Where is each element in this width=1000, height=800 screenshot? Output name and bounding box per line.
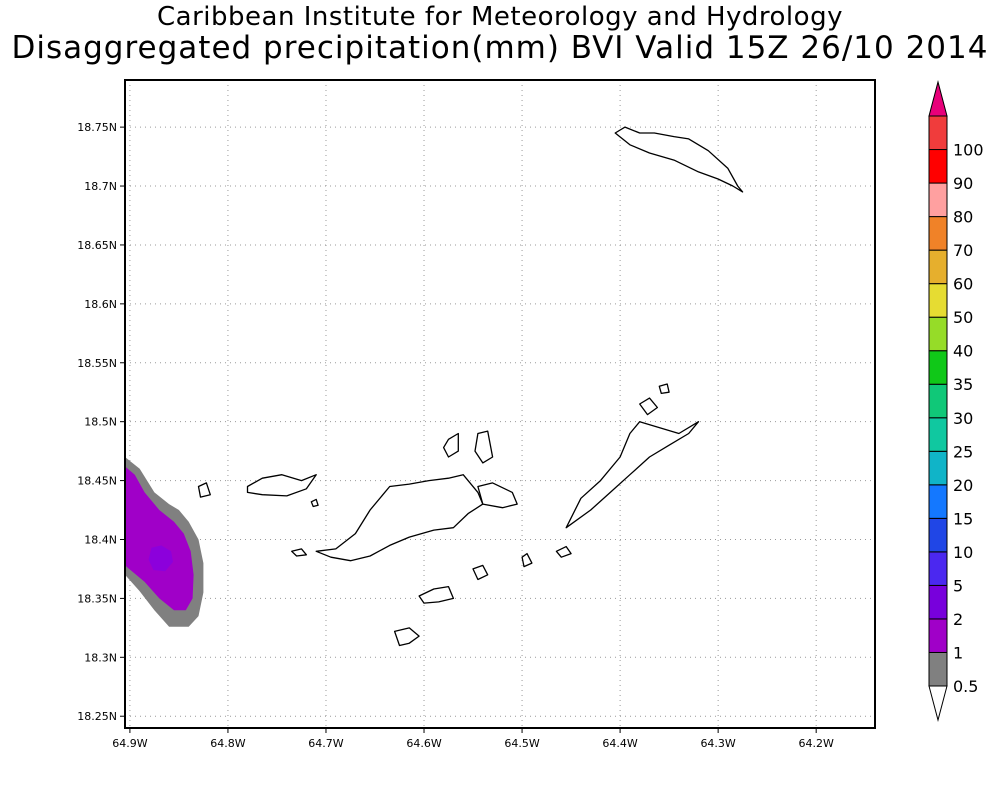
- colorbar-swatch: [928, 182, 948, 218]
- colorbar-swatch: [928, 383, 948, 419]
- island-outline: [565, 421, 700, 529]
- island-outline: [477, 482, 518, 509]
- colorbar-label: 5: [953, 576, 963, 595]
- colorbar-bottom-arrow: [928, 685, 948, 722]
- island-outline: [315, 474, 484, 562]
- title-line-2: Disaggregated precipitation(mm) BVI Vali…: [11, 30, 989, 66]
- island-outline: [639, 397, 659, 416]
- lat-tick-label: 18.4N: [84, 533, 117, 546]
- colorbar-label: 1: [953, 643, 963, 662]
- colorbar-swatch: [928, 517, 948, 553]
- lat-tick-label: 18.6N: [84, 298, 117, 311]
- map-frame: [124, 79, 876, 729]
- colorbar-swatch: [928, 618, 948, 653]
- lon-tick-label: 64.4W: [602, 737, 637, 750]
- island-outline: [246, 474, 317, 497]
- lon-tick-label: 64.8W: [210, 737, 245, 750]
- colorbar-label: 100: [953, 141, 984, 160]
- lon-tick-label: 64.3W: [700, 737, 735, 750]
- lat-tick-label: 18.35N: [77, 592, 117, 605]
- island-outline: [418, 585, 455, 604]
- lat-tick-label: 18.55N: [77, 357, 117, 370]
- colorbar-label: 70: [953, 241, 973, 260]
- title-line-1: Caribbean Institute for Meteorology and …: [157, 2, 843, 32]
- colorbar-swatch: [928, 551, 948, 586]
- map-grid: [125, 80, 875, 728]
- precip-area-1mm: [125, 466, 194, 611]
- colorbar-label: 80: [953, 208, 973, 227]
- colorbar-label: 50: [953, 308, 973, 327]
- colorbar-swatch: [928, 350, 948, 385]
- island-outline: [197, 482, 211, 498]
- colorbar-label: 15: [953, 509, 973, 528]
- colorbar-swatch: [928, 484, 948, 519]
- island-outline: [474, 430, 494, 464]
- island-outline: [555, 545, 572, 558]
- title-block: Caribbean Institute for Meteorology and …: [0, 2, 1000, 64]
- island-outline: [614, 126, 744, 193]
- colorbar-label: 30: [953, 409, 973, 428]
- colorbar-swatch: [928, 584, 948, 620]
- colorbar-label: 0.5: [953, 677, 978, 696]
- colorbar-swatch: [928, 450, 948, 486]
- island-outlines: [197, 126, 744, 647]
- colorbar-label: 60: [953, 275, 973, 294]
- lon-tick-label: 64.5W: [504, 737, 539, 750]
- lat-tick-label: 18.5N: [84, 416, 117, 429]
- colorbar-label: 10: [953, 543, 973, 562]
- lon-tick-label: 64.9W: [112, 737, 147, 750]
- colorbar-top-arrow: [928, 80, 948, 117]
- colorbar-label: 90: [953, 174, 973, 193]
- lat-tick-label: 18.45N: [77, 475, 117, 488]
- colorbar-swatch: [928, 115, 948, 151]
- colorbar-swatch: [928, 316, 948, 352]
- lat-tick-label: 18.7N: [84, 180, 117, 193]
- island-outline: [521, 552, 533, 568]
- colorbar-swatch: [928, 249, 948, 285]
- island-outline: [310, 498, 319, 508]
- colorbar-label: 2: [953, 610, 963, 629]
- island-outline: [472, 564, 489, 581]
- lon-tick-label: 64.6W: [406, 737, 441, 750]
- lat-tick-label: 18.75N: [77, 121, 117, 134]
- island-outline: [442, 432, 459, 458]
- island-outline: [393, 627, 420, 647]
- colorbar-label: 35: [953, 375, 973, 394]
- lat-tick-label: 18.65N: [77, 239, 117, 252]
- longitude-ticks: 64.9W 64.8W 64.7W 64.6W 64.5W 64.4W 64.3W 64.2W: [112, 728, 834, 750]
- precip-area-2mm: [148, 545, 173, 572]
- island-outline: [658, 383, 670, 395]
- island-outline: [291, 548, 308, 557]
- colorbar-swatch: [928, 216, 948, 251]
- precip-contours: [125, 457, 204, 627]
- lon-tick-label: 64.2W: [798, 737, 833, 750]
- colorbar-label: 40: [953, 342, 973, 361]
- lon-tick-label: 64.7W: [308, 737, 343, 750]
- lat-tick-label: 18.3N: [84, 651, 117, 664]
- colorbar-swatch: [928, 417, 948, 452]
- colorbar-label: 25: [953, 442, 973, 461]
- lat-tick-label: 18.25N: [77, 710, 117, 723]
- latitude-ticks: 18.25N 18.3N 18.35N 18.4N 18.45N 18.5N 18.55N 1…: [77, 121, 125, 723]
- colorbar-swatch: [928, 651, 948, 687]
- colorbar-swatch: [928, 283, 948, 318]
- colorbar-swatch: [928, 149, 948, 184]
- colorbar-label: 20: [953, 476, 973, 495]
